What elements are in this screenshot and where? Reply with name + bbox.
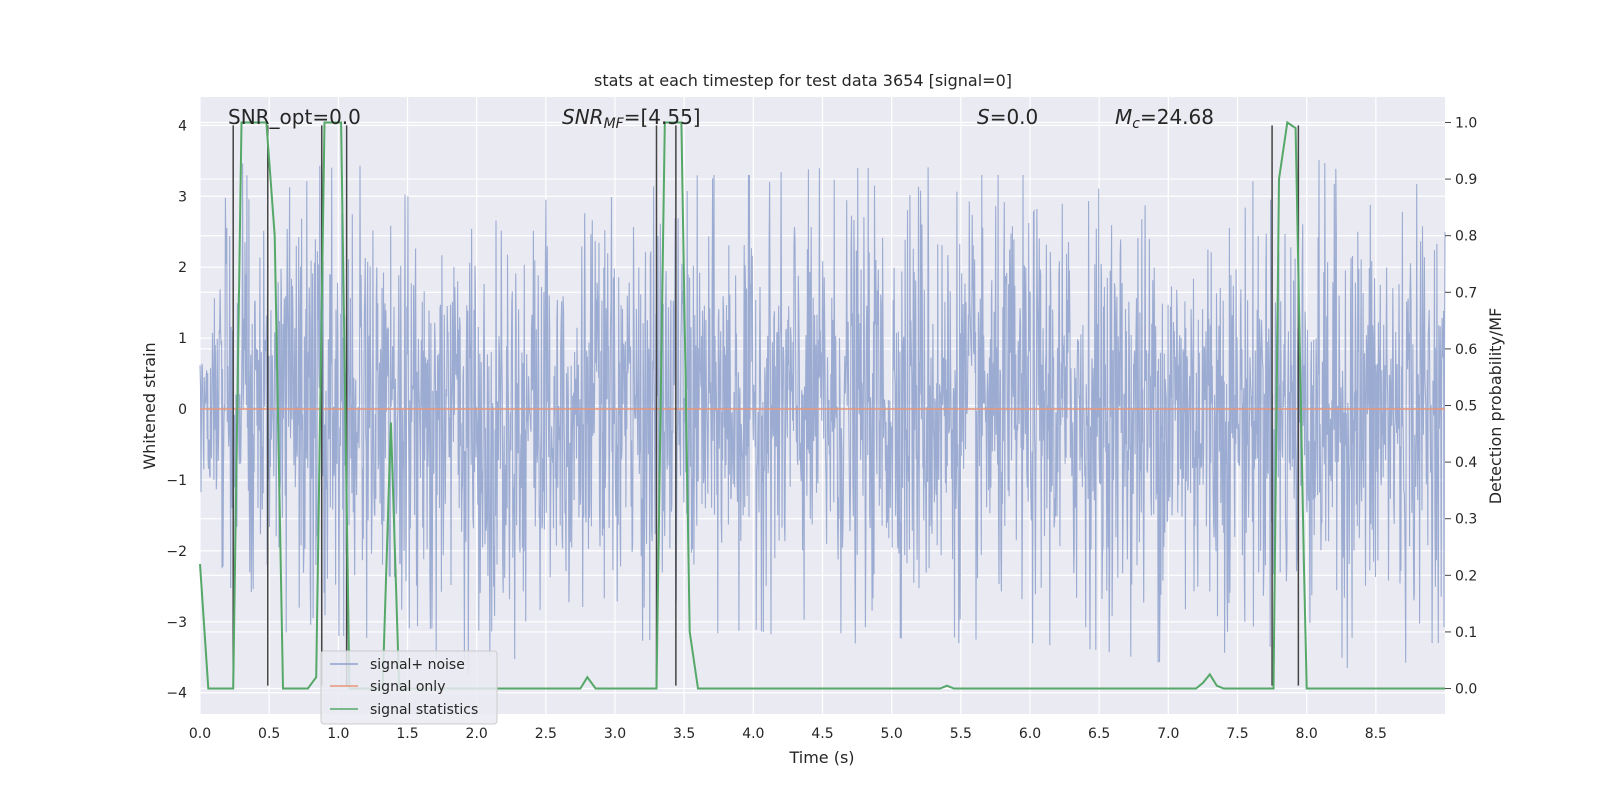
y2-tick-label-1: 0.9: [1455, 172, 1477, 188]
mc-base: M: [1115, 105, 1132, 129]
x-tick-label-8: 4.0: [742, 726, 764, 742]
y2-tick-label-8: 0.2: [1455, 568, 1477, 584]
x-tick-label-7: 3.5: [673, 726, 695, 742]
mc-rest: =24.68: [1140, 105, 1214, 129]
series-signal-noise: [199, 160, 1446, 675]
y2-tick-label-4: 0.6: [1455, 342, 1477, 358]
series-signal-statistics: [199, 120, 1445, 690]
y2-tick-label-6: 0.4: [1455, 455, 1477, 471]
legend-box: [320, 650, 498, 725]
y2-tick-label-10: 0.0: [1455, 682, 1477, 698]
x-tick-label-15: 7.5: [1226, 726, 1248, 742]
x-tick-label-10: 5.0: [881, 726, 903, 742]
chart-title: stats at each timestep for test data 365…: [594, 71, 1012, 90]
y-axis-ticks: 4 3 2 1 0 −1 −2 −3 −4: [166, 118, 187, 701]
snr-mf-base: SNR: [562, 105, 604, 129]
legend: signal+ noise signal only signal statist…: [320, 650, 498, 725]
annotation-snr-mf: SNRMF=[4.55]: [562, 105, 701, 132]
x-tick-label-4: 2.0: [466, 726, 488, 742]
y-tick-label-0: 4: [178, 118, 187, 134]
y2-tick-label-3: 0.7: [1455, 285, 1477, 301]
x-tick-label-0: 0.0: [189, 726, 211, 742]
y2-axis-label: Detection probability/MF: [1486, 308, 1505, 505]
annotation-s: S=0.0: [977, 105, 1038, 129]
y-tick-label-5: −1: [166, 473, 187, 489]
x-axis-label: Time (s): [788, 748, 854, 767]
legend-label-signal-noise: signal+ noise: [370, 657, 465, 673]
x-tick-label-2: 1.0: [327, 726, 349, 742]
signal-statistics-line: [199, 120, 1445, 690]
x-tick-label-3: 1.5: [396, 726, 418, 742]
x-tick-label-5: 2.5: [535, 726, 557, 742]
y2-tick-label-0: 1.0: [1455, 115, 1477, 131]
x-tick-label-9: 4.5: [811, 726, 833, 742]
x-tick-label-1: 0.5: [258, 726, 280, 742]
x-tick-label-13: 6.5: [1088, 726, 1110, 742]
s-rest: =0.0: [990, 105, 1039, 129]
x-axis-ticks: 0.0 0.5 1.0 1.5 2.0 2.5 3.0 3.5 4.0 4.5 5.0 5.5 6.0 6…: [189, 726, 1387, 742]
y2-tick-label-2: 0.8: [1455, 229, 1477, 245]
detection-markers: [232, 125, 1300, 686]
legend-label-signal-only: signal only: [370, 679, 445, 695]
s-var: S: [977, 105, 990, 129]
x-tick-label-11: 5.5: [950, 726, 972, 742]
snr-mf-sub: MF: [604, 116, 625, 132]
y-tick-label-7: −3: [166, 615, 187, 631]
x-tick-label-14: 7.0: [1157, 726, 1179, 742]
annotation-snr-opt: SNR_opt=0.0: [228, 105, 361, 129]
y-tick-label-8: −4: [166, 686, 187, 702]
y-tick-label-2: 2: [178, 260, 187, 276]
mc-sub: c: [1132, 116, 1140, 132]
y2-tick-label-5: 0.5: [1455, 399, 1477, 415]
noise-trace: [199, 160, 1446, 675]
y2-axis-ticks: 1.0 0.9 0.8 0.7 0.6 0.5 0.4 0.3 0.2 0.1 0.0: [1445, 115, 1477, 698]
legend-label-signal-statistics: signal statistics: [370, 702, 478, 718]
y-tick-label-3: 1: [178, 331, 187, 347]
y-tick-label-6: −2: [166, 544, 187, 560]
y2-tick-label-7: 0.3: [1455, 512, 1477, 528]
x-tick-label-6: 3.0: [604, 726, 626, 742]
y-tick-label-4: 0: [178, 402, 187, 418]
y2-tick-label-9: 0.1: [1455, 625, 1477, 641]
snr-mf-rest: =[4.55]: [624, 105, 701, 129]
annotation-mc: Mc=24.68: [1115, 105, 1214, 132]
y-axis-label: Whitened strain: [140, 342, 159, 469]
x-tick-label-16: 8.0: [1296, 726, 1318, 742]
x-tick-label-17: 8.5: [1365, 726, 1387, 742]
y-tick-label-1: 3: [178, 189, 187, 205]
x-tick-label-12: 6.0: [1019, 726, 1041, 742]
